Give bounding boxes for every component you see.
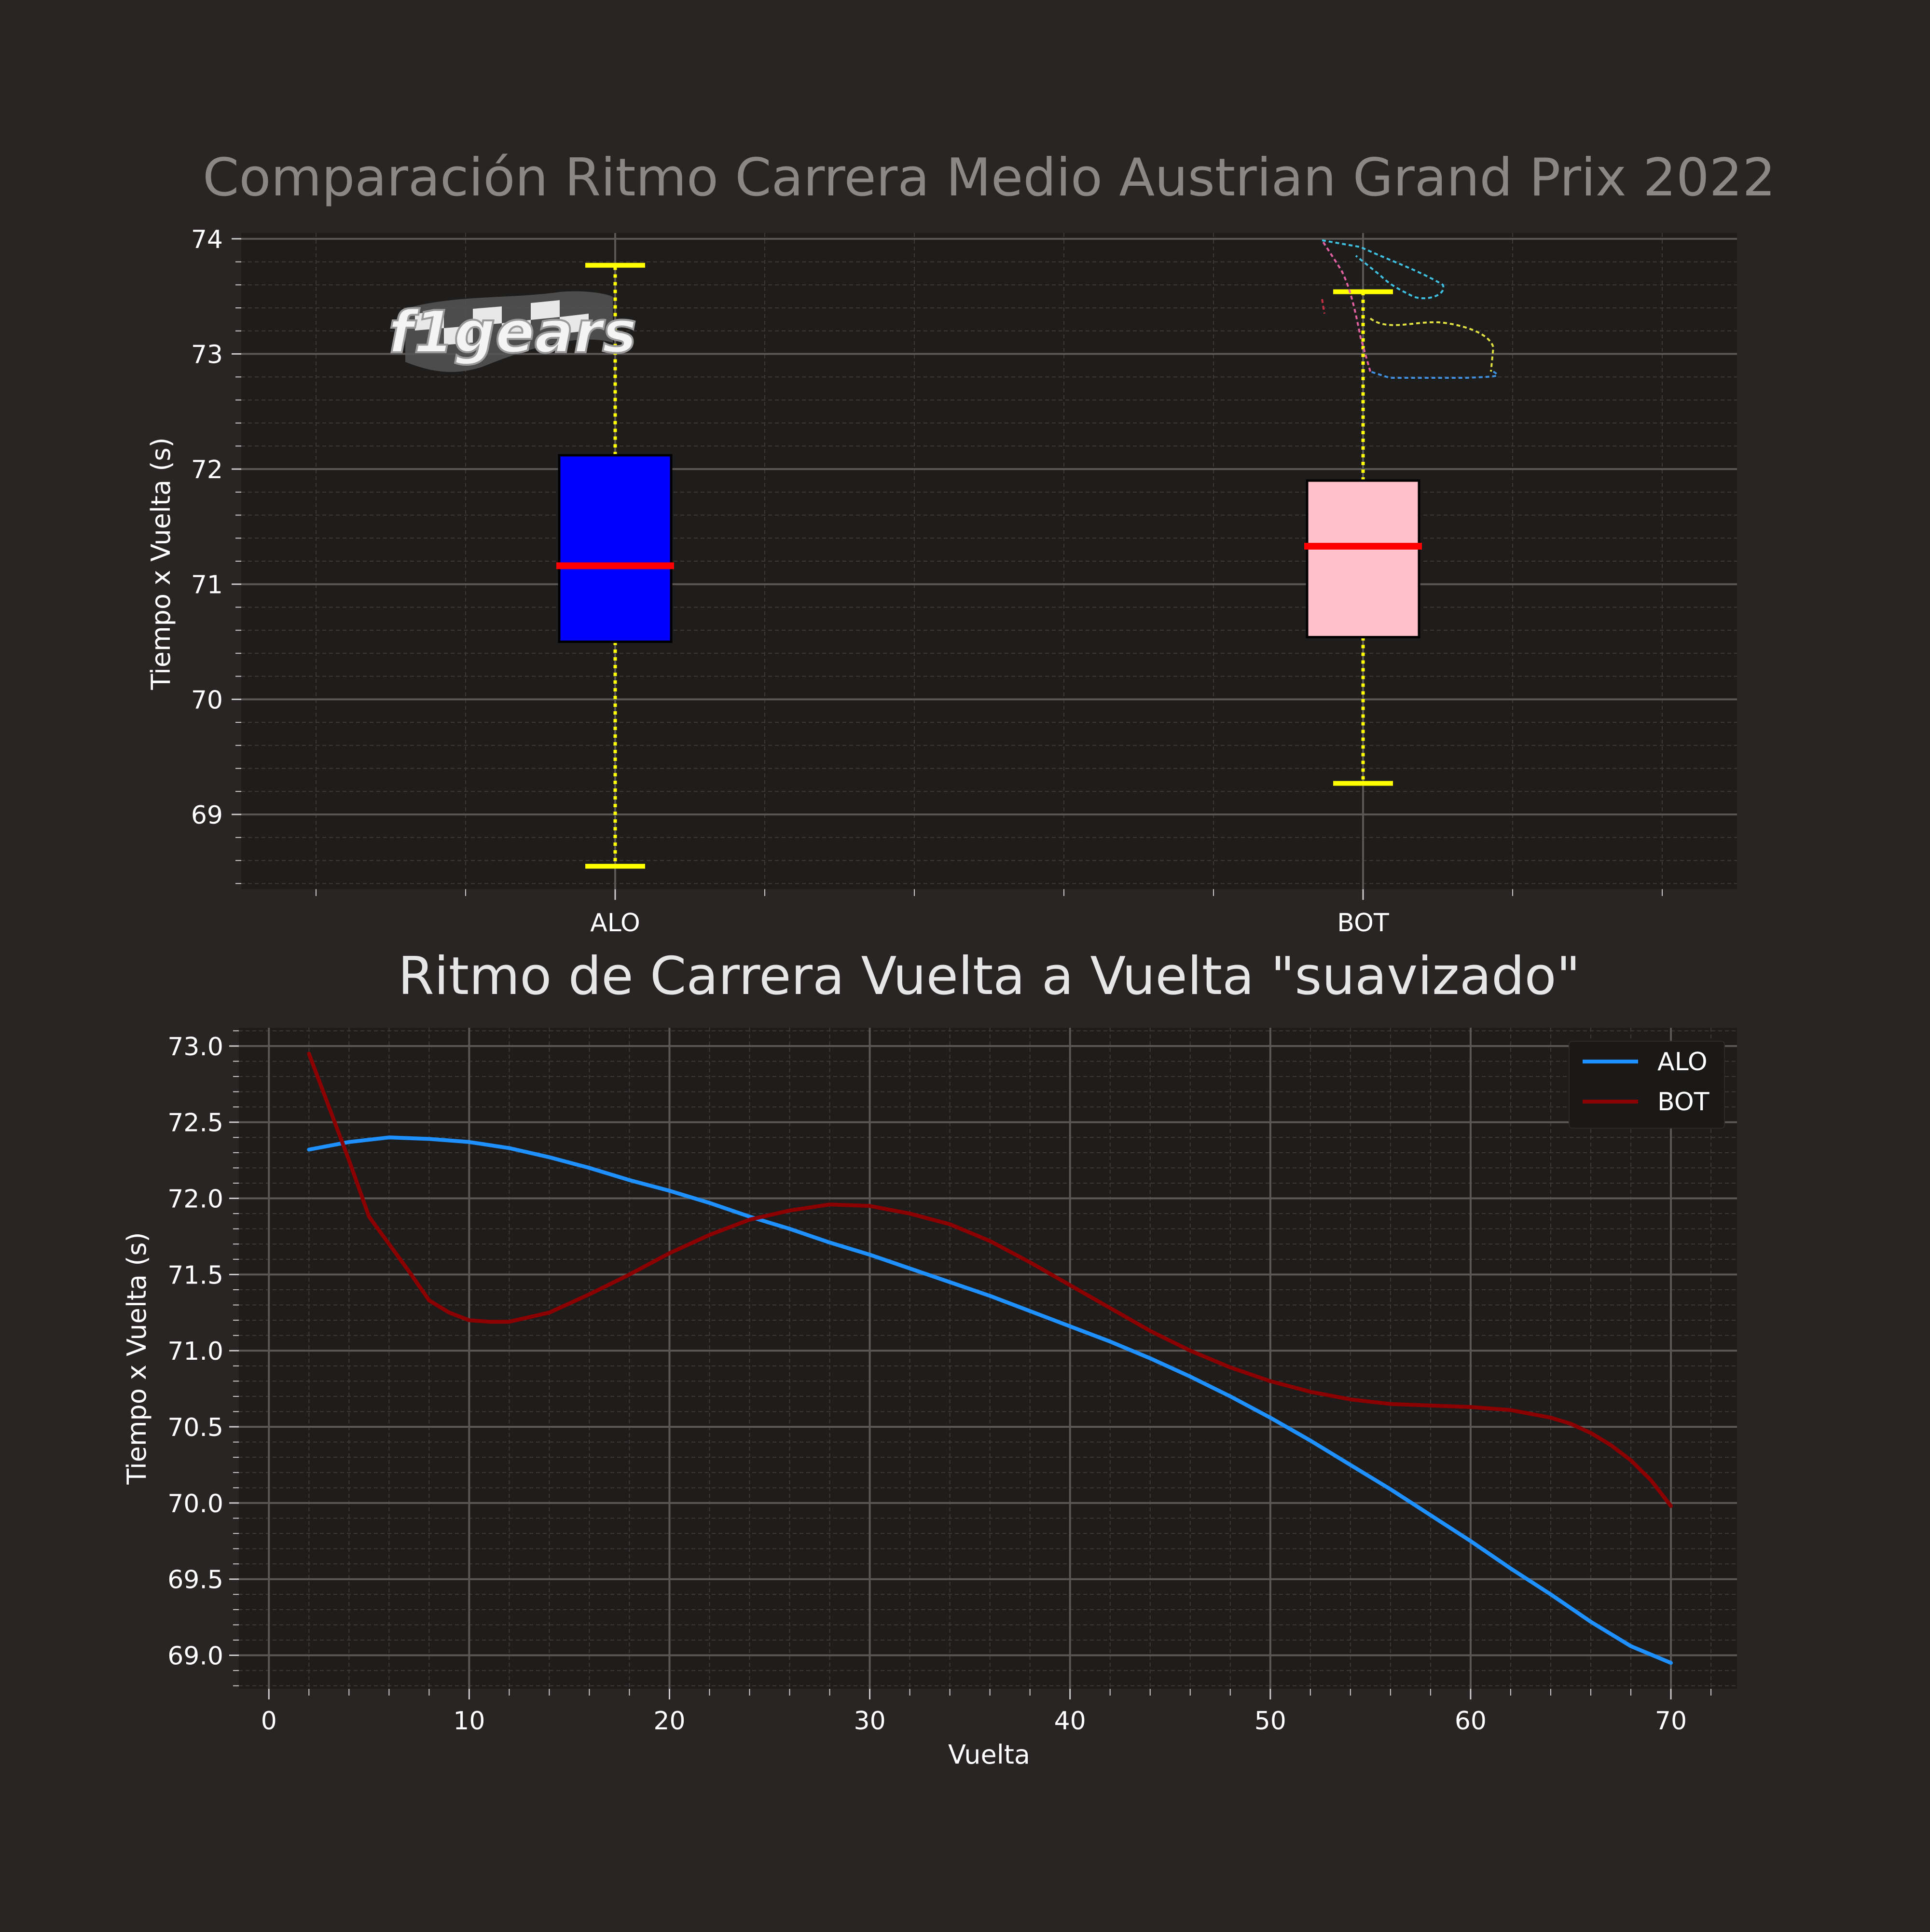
lap-pace-grid	[239, 1028, 1737, 1689]
boxplot-boxes	[556, 262, 1422, 869]
lap-pace-x-tick-label: 50	[1254, 1707, 1286, 1736]
series-line-bot	[307, 1051, 1673, 1508]
lap-pace-lines	[307, 1051, 1673, 1665]
lap-pace-y-tick-label: 70.0	[167, 1490, 223, 1518]
lap-pace-panel: 69.0 69.5 70.0 70.5 71.0 71.5 72.0 72.5 73.0 0 10…	[122, 946, 1737, 1770]
boxplot-x-ticks	[316, 889, 1663, 900]
checkered-flag-logo	[405, 291, 613, 372]
lap-pace-y-tick-label: 69.0	[167, 1642, 223, 1671]
lap-pace-title: Ritmo de Carrera Vuelta a Vuelta "suaviz…	[398, 946, 1581, 1007]
boxplot-title: Comparación Ritmo Carrera Medio Austrian…	[203, 148, 1776, 208]
boxplot-y-axis-label: Tiempo x Vuelta (s)	[146, 437, 176, 690]
boxplot-y-tick-label: 73	[191, 341, 223, 370]
f1gears-logo: f1gears	[387, 291, 638, 372]
box-bot	[1306, 479, 1420, 638]
legend-label-alo: ALO	[1657, 1048, 1708, 1076]
boxplot-grid	[241, 233, 1737, 889]
lap-pace-x-tick-label: 10	[453, 1707, 485, 1736]
lap-pace-y-tick-label: 70.5	[167, 1413, 223, 1442]
lap-pace-x-tick-label: 30	[854, 1707, 886, 1736]
boxplot-y-ticks: 69 70 71 72 73 74	[191, 225, 241, 884]
lap-pace-x-tick-label: 40	[1054, 1707, 1086, 1736]
lap-pace-x-ticks: 0 10 20 30 40 50 60 70	[261, 1689, 1712, 1736]
legend-label-bot: BOT	[1657, 1088, 1709, 1117]
lap-pace-y-axis-label: Tiempo x Vuelta (s)	[122, 1232, 152, 1485]
lap-pace-x-tick-label: 20	[653, 1707, 685, 1736]
series-line-alo	[307, 1135, 1673, 1665]
lap-pace-y-tick-label: 72.0	[167, 1185, 223, 1214]
x-tick-label-bot: BOT	[1337, 909, 1389, 938]
boxplot-y-tick-label: 74	[191, 225, 223, 254]
lap-pace-y-ticks: 69.0 69.5 70.0 70.5 71.0 71.5 72.0 72.5 73.0	[167, 1030, 239, 1686]
boxplot-x-tick-labels: ALO BOT	[590, 909, 1389, 938]
x-tick-label-alo: ALO	[590, 909, 640, 938]
boxplot-y-tick-label: 71	[191, 571, 223, 600]
boxplot-y-tick-label: 69	[191, 801, 223, 830]
lap-pace-y-tick-label: 71.5	[167, 1261, 223, 1290]
lap-pace-x-tick-label: 70	[1655, 1707, 1687, 1736]
lap-pace-x-tick-label: 0	[261, 1707, 277, 1736]
lap-pace-x-tick-label: 60	[1455, 1707, 1487, 1736]
boxplot-y-tick-label: 70	[191, 686, 223, 715]
boxplot-panel: 69 70 71 72 73 74 Comparación Ritmo Carrera M…	[146, 148, 1776, 938]
circuit-map-icon	[1321, 239, 1498, 379]
lap-pace-y-tick-label: 73.0	[167, 1033, 223, 1062]
lap-pace-y-tick-label: 69.5	[167, 1566, 223, 1595]
legend: ALO BOT	[1569, 1041, 1725, 1129]
lap-pace-y-tick-label: 72.5	[167, 1109, 223, 1138]
lap-pace-axes-background	[239, 1028, 1737, 1689]
lap-pace-x-axis-label: Vuelta	[948, 1739, 1030, 1770]
boxplot-y-tick-label: 72	[191, 455, 223, 484]
lap-pace-y-tick-label: 71.0	[167, 1337, 223, 1366]
box-alo	[558, 454, 673, 643]
svg-text:f1gears: f1gears	[388, 299, 637, 366]
